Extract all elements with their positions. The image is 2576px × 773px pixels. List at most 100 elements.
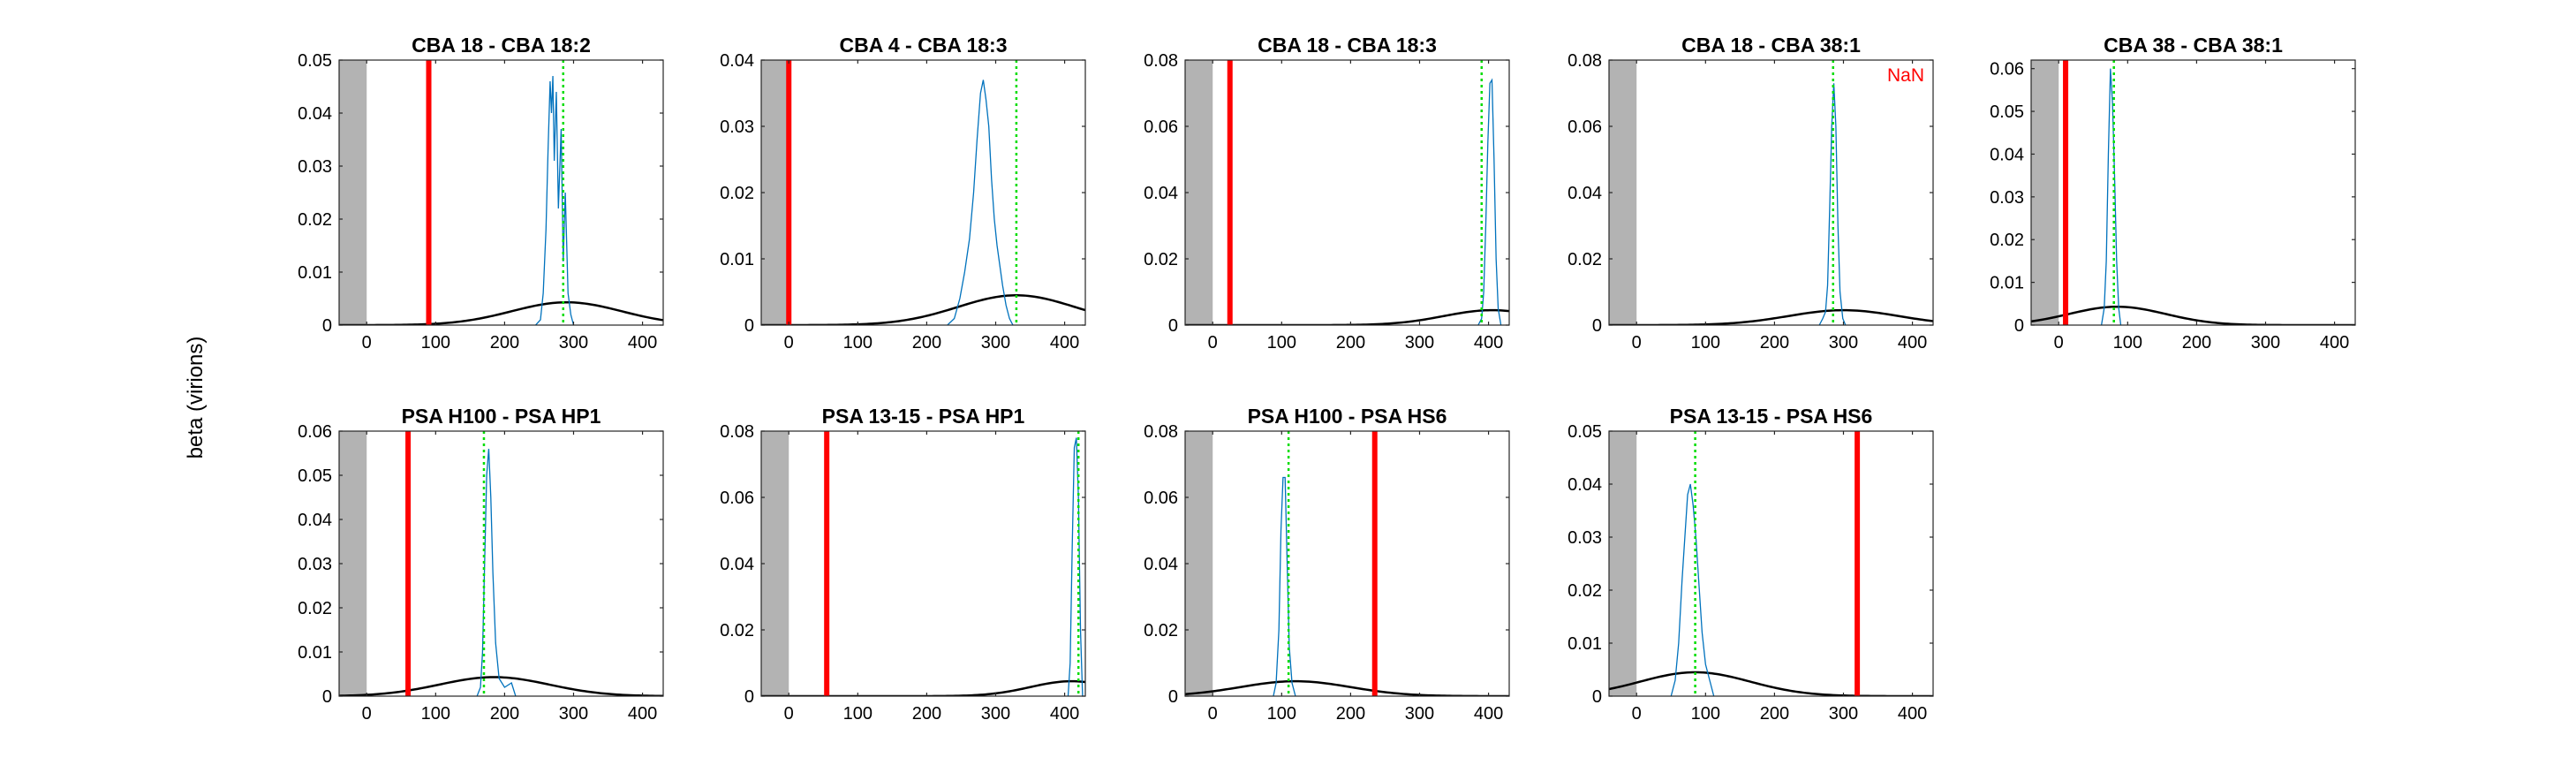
plot-content — [339, 60, 663, 325]
x-tick-label: 300 — [1829, 704, 1858, 724]
panel-title: CBA 18 - CBA 18:3 — [1258, 34, 1437, 57]
y-tick-label: 0.03 — [1568, 528, 1602, 548]
y-tick-label: 0.05 — [298, 466, 332, 486]
x-tick-label: 300 — [981, 333, 1010, 352]
y-tick-label: 0 — [2014, 316, 2024, 336]
y-tick-label: 0 — [1168, 687, 1178, 707]
nan-annotation: NaN — [1887, 65, 1924, 86]
x-tick-label: 300 — [559, 333, 588, 352]
y-tick-label: 0.06 — [720, 489, 754, 508]
y-tick-label: 0.03 — [1990, 188, 2024, 208]
plot-content — [1185, 431, 1509, 696]
y-tick-label: 0.03 — [298, 157, 332, 177]
shaded-region — [339, 431, 367, 696]
panel-5: 0 100 200 300 400 0 0.01 0.02 0.03 0.04 0.05 0.06 CB… — [1990, 34, 2356, 352]
x-tick-label: 100 — [843, 704, 873, 724]
plot-area — [1185, 431, 1509, 696]
y-tick-label: 0.08 — [720, 422, 754, 442]
x-tick-label: 200 — [2182, 333, 2211, 352]
y-tick-label: 0.04 — [298, 104, 332, 124]
y-tick-label: 0.04 — [1990, 145, 2024, 164]
shaded-region — [761, 431, 789, 696]
plot-area — [2031, 60, 2355, 325]
prior-curve — [339, 676, 663, 696]
x-tick-label: 200 — [1336, 704, 1365, 724]
shaded-region — [1185, 431, 1213, 696]
plot-area — [339, 431, 663, 696]
panel-6: 0 100 200 300 400 0 0.01 0.02 0.03 0.04 0.05 0.06 PS… — [298, 405, 664, 724]
y-tick-label: 0.04 — [298, 511, 332, 530]
shaded-region — [761, 60, 789, 325]
x-tick-label: 300 — [981, 704, 1010, 724]
panel-title: CBA 18 - CBA 18:2 — [412, 34, 591, 57]
x-tick-label: 200 — [490, 704, 519, 724]
shaded-region — [339, 60, 367, 325]
x-tick-label: 0 — [1632, 704, 1642, 724]
x-tick-label: 400 — [1898, 333, 1927, 352]
x-tick-label: 400 — [628, 333, 657, 352]
x-tick-label: 200 — [912, 333, 941, 352]
plot-area — [1609, 60, 1933, 325]
x-tick-label: 400 — [1050, 704, 1079, 724]
y-tick-label: 0.02 — [298, 210, 332, 230]
plot-content — [1609, 431, 1933, 696]
shaded-region — [1185, 60, 1213, 325]
y-tick-label: 0.05 — [298, 51, 332, 71]
panel-3: 0 100 200 300 400 0 0.02 0.04 0.06 0.08 CBA 18 - C… — [1144, 34, 1510, 352]
panel-title: CBA 38 - CBA 38:1 — [2104, 34, 2283, 57]
y-tick-label: 0.01 — [298, 643, 332, 663]
y-tick-label: 0 — [322, 687, 332, 707]
posterior-histogram — [535, 75, 575, 325]
y-tick-label: 0.05 — [1990, 102, 2024, 122]
y-tick-label: 0.04 — [1144, 184, 1178, 203]
panel-title: PSA H100 - PSA HS6 — [1248, 405, 1447, 428]
x-tick-label: 100 — [1267, 704, 1296, 724]
shaded-region — [2031, 60, 2059, 325]
x-tick-label: 300 — [1405, 704, 1434, 724]
y-tick-label: 0 — [1592, 687, 1602, 707]
posterior-histogram — [476, 448, 517, 696]
x-tick-label: 300 — [2251, 333, 2280, 352]
y-tick-label: 0 — [322, 316, 332, 336]
panel-8: 0 100 200 300 400 0 0.02 0.04 0.06 0.08 PSA H100 -… — [1144, 405, 1510, 724]
posterior-histogram — [2101, 68, 2122, 325]
x-tick-label: 300 — [1405, 333, 1434, 352]
x-tick-label: 200 — [912, 704, 941, 724]
x-tick-label: 200 — [1760, 333, 1789, 352]
posterior-histogram — [1670, 483, 1715, 696]
y-tick-label: 0.01 — [720, 250, 754, 269]
panel-title: CBA 18 - CBA 38:1 — [1681, 34, 1861, 57]
x-tick-label: 100 — [1267, 333, 1296, 352]
panel-2: 0 100 200 300 400 0 0.01 0.02 0.03 0.04 CBA 4 - CB… — [720, 34, 1086, 352]
plot-area — [761, 60, 1085, 325]
y-tick-label: 0.01 — [298, 263, 332, 283]
panel-title: PSA H100 - PSA HP1 — [402, 405, 601, 428]
x-tick-label: 300 — [1829, 333, 1858, 352]
figure-ylabel: beta (virions) — [184, 337, 208, 459]
x-tick-label: 0 — [1208, 704, 1218, 724]
x-tick-label: 200 — [1760, 704, 1789, 724]
y-tick-label: 0.03 — [298, 555, 332, 574]
plot-content — [339, 431, 663, 696]
y-tick-label: 0.04 — [720, 51, 754, 71]
shaded-region — [1609, 60, 1637, 325]
plot-area — [761, 431, 1085, 696]
x-tick-label: 400 — [1050, 333, 1079, 352]
plot-area — [1609, 431, 1933, 696]
panel-title: PSA 13-15 - PSA HP1 — [822, 405, 1025, 428]
x-tick-label: 400 — [1474, 333, 1503, 352]
posterior-histogram — [1067, 437, 1084, 696]
x-tick-label: 300 — [559, 704, 588, 724]
x-tick-label: 200 — [490, 333, 519, 352]
y-tick-label: 0 — [744, 316, 754, 336]
x-tick-label: 0 — [362, 704, 372, 724]
plot-content — [761, 60, 1085, 325]
y-tick-label: 0.08 — [1144, 422, 1178, 442]
axes-box — [2030, 59, 2356, 326]
y-tick-label: 0.02 — [1144, 250, 1178, 269]
y-tick-label: 0.02 — [1568, 250, 1602, 269]
plot-area — [339, 60, 663, 325]
axes-box — [338, 59, 664, 326]
x-tick-label: 0 — [362, 333, 372, 352]
panels: 0 100 200 300 400 0 0.01 0.02 0.03 0.04 0.05 CBA 18… — [298, 34, 2356, 724]
